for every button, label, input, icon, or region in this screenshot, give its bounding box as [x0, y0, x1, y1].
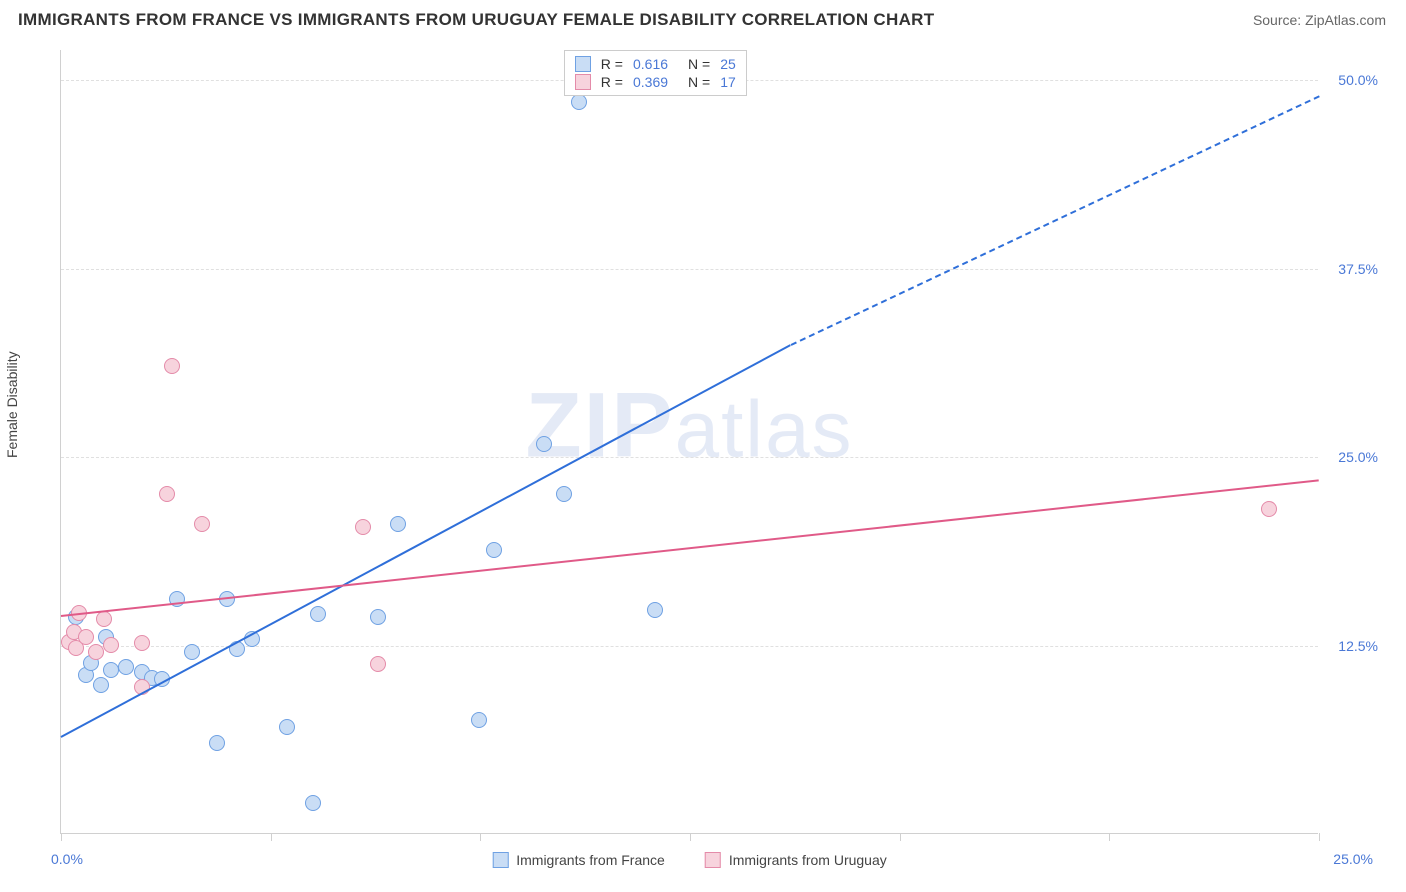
x-tick-label: 0.0% — [51, 851, 83, 867]
legend-label: Immigrants from Uruguay — [729, 852, 887, 868]
data-point — [471, 712, 487, 728]
data-point — [118, 659, 134, 675]
data-point — [279, 719, 295, 735]
data-point — [194, 516, 210, 532]
data-point — [93, 677, 109, 693]
data-point — [88, 644, 104, 660]
x-tick — [1109, 833, 1110, 841]
trend-line — [60, 344, 791, 738]
trend-line — [790, 95, 1319, 346]
stats-legend-row: R = 0.616 N = 25 — [575, 55, 736, 73]
legend-swatch — [575, 56, 591, 72]
n-value: 17 — [720, 74, 736, 90]
r-label: R = — [601, 56, 623, 72]
data-point — [647, 602, 663, 618]
data-point — [78, 629, 94, 645]
r-value: 0.616 — [633, 56, 668, 72]
data-point — [103, 662, 119, 678]
y-tick-label: 37.5% — [1338, 261, 1378, 277]
x-tick — [1319, 833, 1320, 841]
data-point — [390, 516, 406, 532]
r-value: 0.369 — [633, 74, 668, 90]
legend-swatch — [575, 74, 591, 90]
r-label: R = — [601, 74, 623, 90]
legend-label: Immigrants from France — [516, 852, 665, 868]
data-point — [209, 735, 225, 751]
legend-item: Immigrants from France — [492, 852, 665, 868]
x-tick — [480, 833, 481, 841]
data-point — [486, 542, 502, 558]
gridline — [61, 457, 1318, 458]
data-point — [556, 486, 572, 502]
data-point — [96, 611, 112, 627]
y-axis-label: Female Disability — [4, 351, 20, 458]
gridline — [61, 269, 1318, 270]
data-point — [305, 795, 321, 811]
legend-swatch — [705, 852, 721, 868]
n-label: N = — [688, 74, 710, 90]
stats-legend: R = 0.616 N = 25 R = 0.369 N = 17 — [564, 50, 747, 96]
trend-line — [61, 480, 1319, 618]
data-point — [1261, 501, 1277, 517]
data-point — [536, 436, 552, 452]
plot-area: ZIPatlas 12.5%25.0%37.5%50.0%0.0%25.0%R … — [60, 50, 1318, 834]
data-point — [370, 656, 386, 672]
data-point — [164, 358, 180, 374]
data-point — [370, 609, 386, 625]
watermark: ZIPatlas — [525, 373, 853, 478]
chart-source: Source: ZipAtlas.com — [1253, 12, 1386, 28]
legend-swatch — [492, 852, 508, 868]
x-tick — [61, 833, 62, 841]
y-tick-label: 50.0% — [1338, 72, 1378, 88]
n-value: 25 — [720, 56, 736, 72]
legend-item: Immigrants from Uruguay — [705, 852, 887, 868]
y-tick-label: 25.0% — [1338, 449, 1378, 465]
data-point — [184, 644, 200, 660]
y-tick-label: 12.5% — [1338, 638, 1378, 654]
data-point — [134, 635, 150, 651]
data-point — [310, 606, 326, 622]
data-point — [103, 637, 119, 653]
x-tick — [271, 833, 272, 841]
x-tick-label: 25.0% — [1333, 851, 1373, 867]
series-legend: Immigrants from France Immigrants from Ur… — [492, 852, 887, 868]
stats-legend-row: R = 0.369 N = 17 — [575, 73, 736, 91]
chart-title: IMMIGRANTS FROM FRANCE VS IMMIGRANTS FRO… — [18, 10, 934, 30]
data-point — [159, 486, 175, 502]
data-point — [571, 94, 587, 110]
x-tick — [690, 833, 691, 841]
chart-container: Female Disability ZIPatlas 12.5%25.0%37.… — [18, 42, 1388, 874]
x-tick — [900, 833, 901, 841]
data-point — [355, 519, 371, 535]
n-label: N = — [688, 56, 710, 72]
